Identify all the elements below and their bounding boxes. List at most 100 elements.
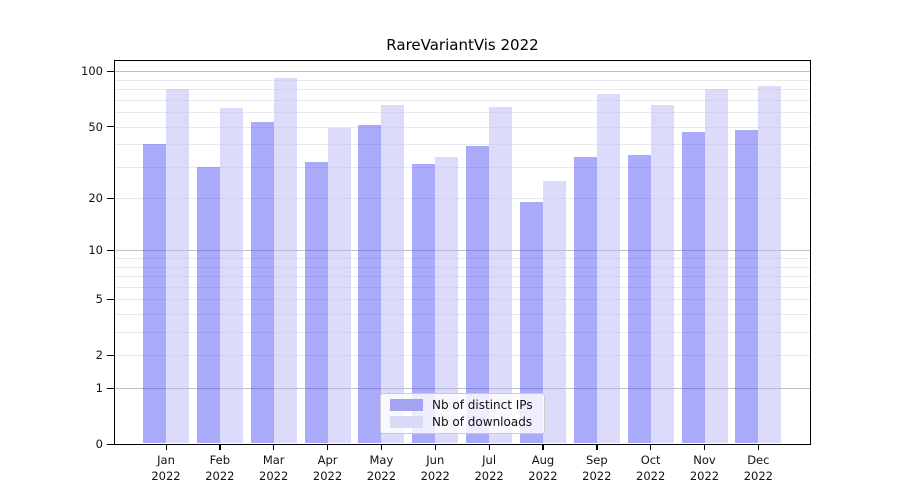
x-tick-month: Dec <box>747 453 770 467</box>
bar-distinct-ips-mar <box>250 122 274 443</box>
chart-title: RareVariantVis 2022 <box>386 36 539 54</box>
x-tick-month: Feb <box>209 453 231 467</box>
x-tick-month: Nov <box>693 453 716 467</box>
legend: Nb of distinct IPs Nb of downloads <box>380 393 545 434</box>
y-tick-label: 100 <box>81 64 103 79</box>
x-tick-label: Sep 2022 <box>569 452 625 484</box>
bar-downloads-mar <box>273 78 297 443</box>
minor-gridline <box>115 126 810 128</box>
y-tick <box>107 354 115 357</box>
bar-distinct-ips-feb <box>196 166 220 443</box>
y-tick <box>107 126 115 128</box>
x-tick <box>327 444 329 450</box>
x-tick <box>704 444 706 450</box>
bar-downloads-jul <box>489 107 513 443</box>
legend-item-distinct-ips: Nb of distinct IPs <box>390 398 544 412</box>
bar-downloads-aug <box>542 181 566 443</box>
x-tick <box>596 444 598 450</box>
legend-label-downloads: Nb of downloads <box>432 415 533 429</box>
y-tick-label: 2 <box>95 348 103 363</box>
y-tick <box>107 387 115 389</box>
bar-distinct-ips-aug <box>519 202 543 443</box>
x-tick <box>542 444 544 450</box>
x-tick-label: Jul 2022 <box>461 452 517 484</box>
decade-gridline <box>115 71 810 73</box>
bar-downloads-jun <box>435 157 459 443</box>
x-tick <box>757 444 760 450</box>
bar-distinct-ips-jul <box>466 146 490 443</box>
bar-distinct-ips-jun <box>412 164 436 443</box>
minor-gridline <box>115 144 810 146</box>
bar-distinct-ips-apr <box>304 161 328 443</box>
x-tick-year: 2022 <box>366 469 397 483</box>
x-tick-month: Aug <box>531 453 555 467</box>
legend-label-distinct-ips: Nb of distinct IPs <box>432 398 533 412</box>
minor-gridline <box>115 314 810 316</box>
x-tick <box>488 444 490 450</box>
plot-area <box>115 61 810 444</box>
x-tick-label: May 2022 <box>353 452 409 484</box>
legend-item-downloads: Nb of downloads <box>390 415 544 429</box>
x-tick-year: 2022 <box>205 469 235 483</box>
x-tick <box>273 444 275 450</box>
minor-gridline <box>115 299 810 301</box>
x-tick <box>434 444 437 450</box>
x-tick-year: 2022 <box>689 469 720 483</box>
x-tick-month: Sep <box>585 453 608 467</box>
minor-gridline <box>115 166 810 168</box>
x-tick <box>380 444 383 450</box>
bar-distinct-ips-jan <box>143 144 166 443</box>
minor-gridline <box>115 89 810 91</box>
x-tick <box>219 444 221 450</box>
minor-gridline <box>115 266 810 268</box>
x-tick-month: Jul <box>482 453 497 467</box>
bar-distinct-ips-nov <box>681 131 705 443</box>
minor-gridline <box>115 286 810 288</box>
bar-downloads-feb <box>219 108 243 443</box>
y-tick-label: 1 <box>95 381 103 396</box>
legend-swatch-downloads <box>390 416 423 428</box>
x-tick <box>165 444 167 450</box>
x-tick-year: 2022 <box>474 469 504 483</box>
x-tick-label: Feb 2022 <box>192 452 248 484</box>
legend-swatch-distinct-ips <box>390 399 423 411</box>
bar-downloads-nov <box>704 89 728 443</box>
bar-distinct-ips-oct <box>627 154 651 443</box>
y-tick-label: 5 <box>95 292 103 307</box>
bar-distinct-ips-dec <box>735 129 759 443</box>
decade-gridline <box>115 388 810 390</box>
x-tick-year: 2022 <box>636 469 666 483</box>
y-tick-label: 20 <box>88 191 103 206</box>
y-tick-label: 50 <box>88 119 103 134</box>
x-tick-month: Jan <box>157 453 175 467</box>
x-tick-year: 2022 <box>259 469 289 483</box>
x-tick-month: Jun <box>426 453 445 467</box>
minor-gridline <box>115 276 810 278</box>
x-tick-year: 2022 <box>151 469 181 483</box>
decade-gridline <box>115 250 810 252</box>
bar-downloads-may <box>381 104 405 443</box>
x-tick-label: Aug 2022 <box>515 452 571 484</box>
x-tick-label: Jan 2022 <box>138 452 194 484</box>
y-tick-label: 10 <box>88 243 103 258</box>
bar-distinct-ips-sep <box>573 157 597 443</box>
bar-downloads-oct <box>650 104 674 443</box>
bar-downloads-sep <box>596 94 620 443</box>
bar-distinct-ips-may <box>358 125 382 443</box>
y-tick <box>107 443 115 445</box>
minor-gridline <box>115 112 810 114</box>
minor-gridline <box>115 355 810 357</box>
bar-downloads-jan <box>166 89 189 443</box>
x-tick <box>650 444 652 450</box>
y-tick <box>107 298 115 301</box>
bar-downloads-apr <box>327 128 351 443</box>
minor-gridline <box>115 79 810 81</box>
x-tick-label: Dec 2022 <box>730 452 786 484</box>
minor-gridline <box>115 198 810 200</box>
y-tick <box>107 249 115 252</box>
x-tick-label: Oct 2022 <box>623 452 679 484</box>
minor-gridline <box>115 99 810 101</box>
x-tick-label: Apr 2022 <box>300 452 356 484</box>
x-tick-month: Apr <box>317 453 338 467</box>
